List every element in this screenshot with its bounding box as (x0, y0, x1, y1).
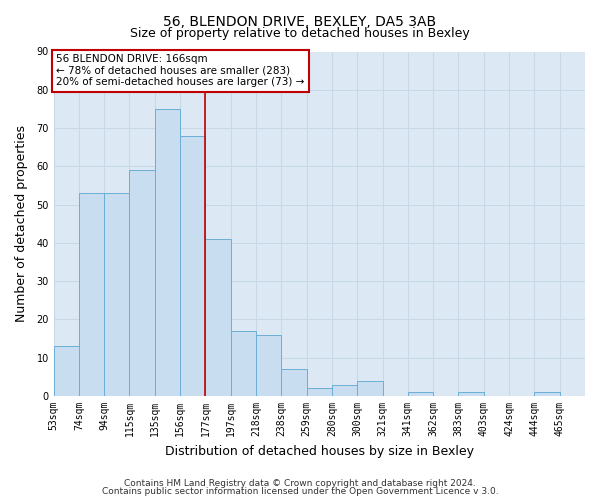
Text: 56 BLENDON DRIVE: 166sqm
← 78% of detached houses are smaller (283)
20% of semi-: 56 BLENDON DRIVE: 166sqm ← 78% of detach… (56, 54, 305, 88)
Y-axis label: Number of detached properties: Number of detached properties (15, 126, 28, 322)
Bar (307, 388, 332, 396)
Bar (256, 335, 281, 396)
Bar (79, 193, 104, 396)
Bar (53, 346, 79, 396)
Text: Contains public sector information licensed under the Open Government Licence v : Contains public sector information licen… (101, 487, 499, 496)
Bar (535, 392, 560, 396)
Bar (408, 392, 433, 396)
Bar (332, 384, 357, 396)
Bar (130, 170, 155, 396)
Text: 56, BLENDON DRIVE, BEXLEY, DA5 3AB: 56, BLENDON DRIVE, BEXLEY, DA5 3AB (163, 15, 437, 29)
X-axis label: Distribution of detached houses by size in Bexley: Distribution of detached houses by size … (165, 444, 474, 458)
Text: Size of property relative to detached houses in Bexley: Size of property relative to detached ho… (130, 28, 470, 40)
Bar (281, 370, 307, 396)
Bar (357, 380, 383, 396)
Bar (458, 392, 484, 396)
Bar (104, 193, 130, 396)
Text: Contains HM Land Registry data © Crown copyright and database right 2024.: Contains HM Land Registry data © Crown c… (124, 478, 476, 488)
Bar (155, 109, 180, 396)
Bar (205, 239, 231, 396)
Bar (231, 331, 256, 396)
Bar (180, 136, 205, 396)
